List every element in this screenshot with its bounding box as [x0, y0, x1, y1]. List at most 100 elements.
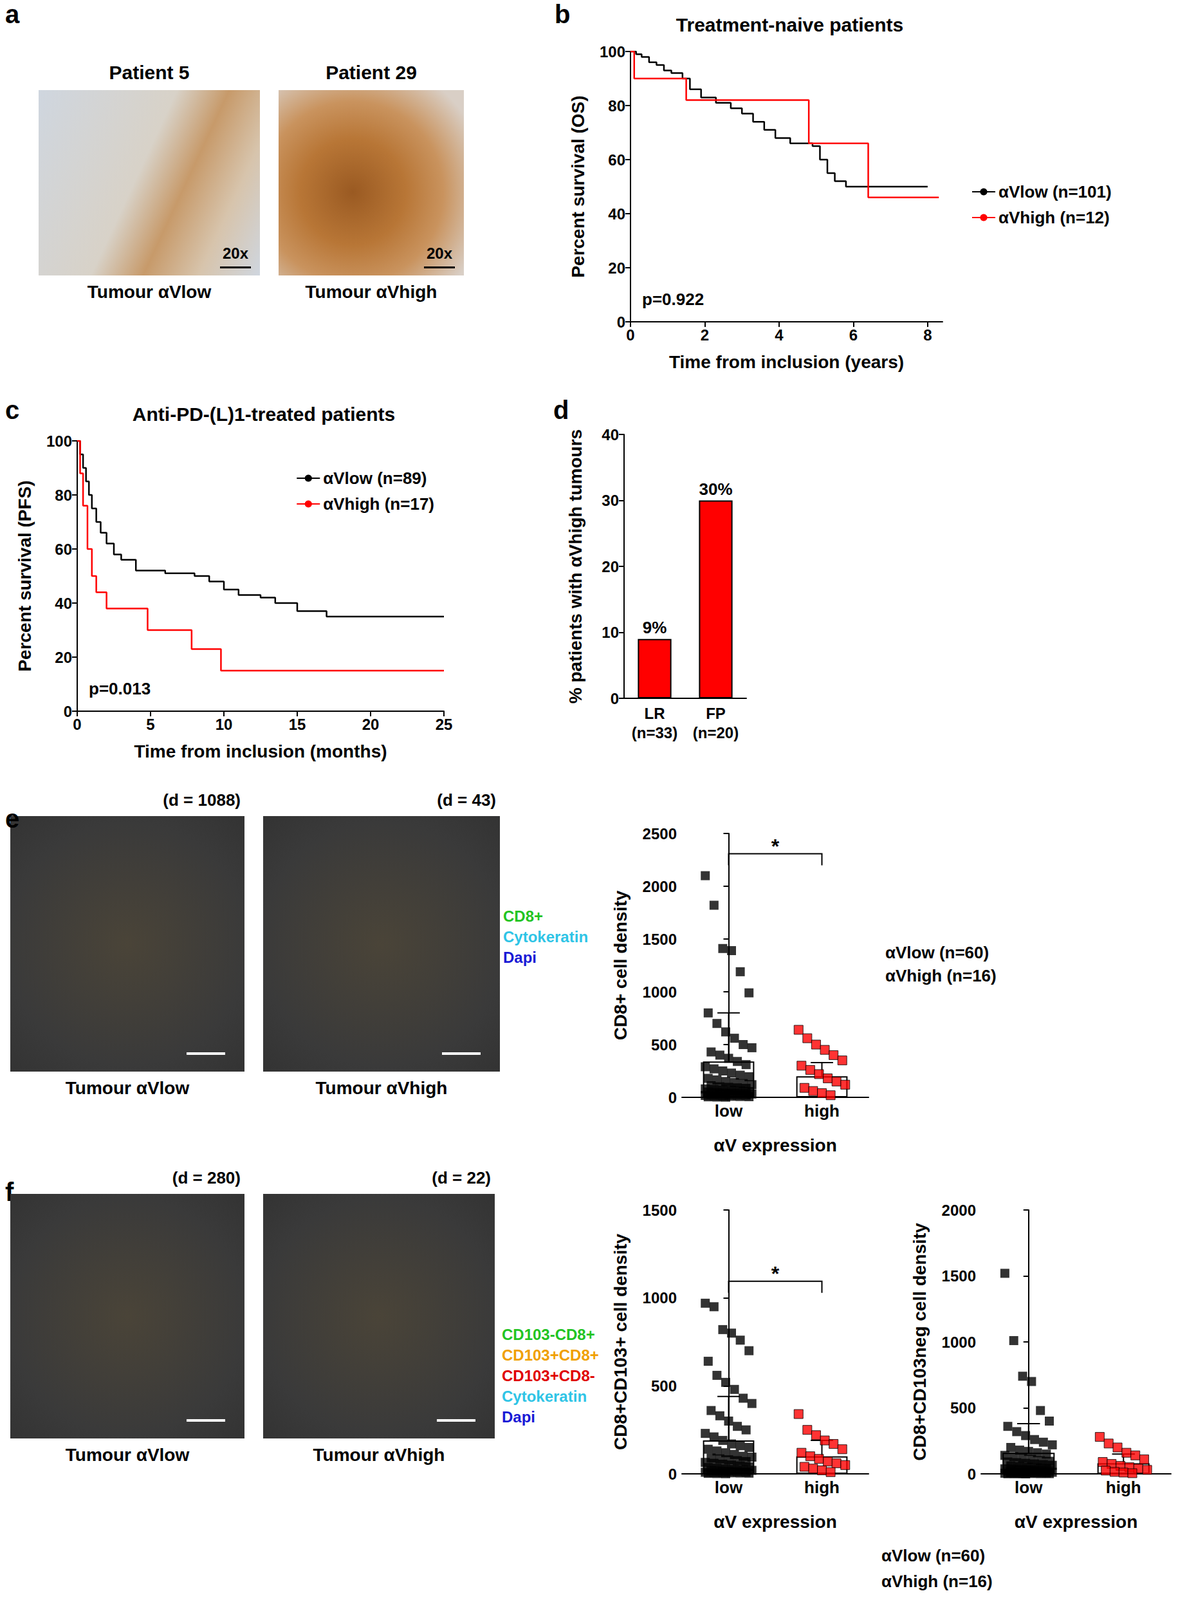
svg-text:20: 20: [601, 557, 619, 576]
svg-text:25: 25: [435, 715, 453, 733]
svg-text:Treatment-naive patients: Treatment-naive patients: [676, 14, 904, 36]
svg-text:500: 500: [950, 1398, 976, 1417]
html-text:Patient 29: Patient 29: [325, 61, 417, 83]
svg-text:2000: 2000: [941, 1201, 976, 1219]
html-text:Tumour αVhigh: Tumour αVhigh: [312, 1444, 445, 1465]
svg-text:5: 5: [146, 715, 155, 733]
html-text:(d = 1088): (d = 1088): [162, 790, 241, 810]
svg-text:*: *: [771, 834, 780, 858]
svg-text:2: 2: [700, 326, 709, 344]
svg-text:0: 0: [668, 1464, 677, 1483]
html-text:(d = 22): (d = 22): [431, 1167, 491, 1187]
svg-text:low: low: [714, 1477, 744, 1497]
svg-text:60: 60: [54, 540, 73, 558]
html-text:Dapi: Dapi: [501, 1407, 536, 1426]
svg-text:2000: 2000: [642, 877, 677, 895]
svg-text:αVlow (n=89): αVlow (n=89): [322, 468, 427, 488]
svg-text:40: 40: [54, 594, 73, 612]
svg-text:80: 80: [607, 97, 626, 115]
svg-text:6: 6: [849, 326, 858, 344]
svg-text:10: 10: [215, 715, 233, 733]
svg-text:0: 0: [72, 715, 82, 733]
svg-text:Percent survival (PFS): Percent survival (PFS): [14, 479, 35, 672]
html-text:αVlow (n=60): αVlow (n=60): [881, 1545, 986, 1565]
svg-text:9%: 9%: [642, 617, 668, 637]
html-text:αVlow (n=60): αVlow (n=60): [885, 942, 989, 962]
svg-text:20: 20: [607, 259, 626, 277]
svg-text:high: high: [1105, 1477, 1142, 1497]
svg-text:Time from inclusion (months): Time from inclusion (months): [133, 741, 387, 762]
svg-text:30: 30: [601, 491, 619, 509]
svg-text:CD8+ cell density: CD8+ cell density: [610, 889, 631, 1040]
svg-text:0: 0: [625, 326, 635, 344]
html-text:Tumour αVlow: Tumour αVlow: [65, 1077, 190, 1098]
svg-text:40: 40: [607, 205, 626, 223]
svg-text:0: 0: [63, 702, 73, 720]
svg-text:15: 15: [288, 715, 307, 733]
html-text:Tumour αVlow: Tumour αVlow: [65, 1444, 190, 1465]
svg-text:p=0.922: p=0.922: [642, 289, 704, 309]
svg-text:Time from inclusion (years): Time from inclusion (years): [669, 351, 904, 372]
html-text:CD103+CD8+: CD103+CD8+: [501, 1345, 599, 1364]
svg-text:αV expression: αV expression: [1014, 1511, 1139, 1532]
svg-text:20: 20: [54, 648, 73, 666]
html-text:20x: 20x: [222, 244, 249, 262]
svg-text:1000: 1000: [941, 1333, 976, 1351]
svg-text:1000: 1000: [642, 983, 677, 1001]
svg-text:*: *: [771, 1261, 780, 1285]
svg-text:αVhigh (n=12): αVhigh (n=12): [998, 207, 1110, 228]
svg-text:4: 4: [774, 326, 784, 344]
svg-text:αVlow (n=101): αVlow (n=101): [998, 182, 1112, 202]
svg-text:10: 10: [601, 623, 619, 641]
svg-text:1500: 1500: [642, 930, 677, 948]
html-text:Patient 5: Patient 5: [109, 61, 190, 83]
html-text:CD103-CD8+: CD103-CD8+: [501, 1325, 595, 1343]
html-text:αVhigh (n=16): αVhigh (n=16): [885, 965, 997, 985]
svg-text:(n=33): (n=33): [631, 723, 678, 742]
svg-text:high: high: [804, 1100, 840, 1121]
html-text:Tumour αVlow: Tumour αVlow: [87, 281, 212, 302]
html-text:(d = 43): (d = 43): [437, 790, 497, 810]
html-text:Cytokeratin: Cytokeratin: [503, 927, 589, 946]
svg-text:8: 8: [923, 326, 932, 344]
svg-text:% patients with αVhigh tumours: % patients with αVhigh tumours: [565, 429, 586, 704]
svg-text:0: 0: [610, 689, 619, 708]
html-text:20x: 20x: [426, 244, 453, 262]
svg-text:αVhigh (n=17): αVhigh (n=17): [322, 494, 435, 514]
svg-text:80: 80: [54, 486, 73, 504]
svg-text:500: 500: [651, 1035, 677, 1054]
html-text:CD8+: CD8+: [503, 907, 543, 925]
svg-text:2500: 2500: [642, 824, 677, 843]
svg-text:500: 500: [651, 1376, 677, 1395]
svg-text:(n=20): (n=20): [692, 723, 739, 742]
html-text:Dapi: Dapi: [503, 948, 537, 966]
svg-text:p=0.013: p=0.013: [88, 678, 151, 699]
svg-text:1500: 1500: [941, 1266, 976, 1285]
html-text:αVhigh (n=16): αVhigh (n=16): [881, 1571, 993, 1591]
svg-text:1000: 1000: [642, 1288, 677, 1307]
svg-text:FP: FP: [705, 704, 726, 722]
svg-text:low: low: [714, 1100, 744, 1121]
html-text:Tumour αVhigh: Tumour αVhigh: [305, 281, 438, 302]
svg-text:0: 0: [668, 1088, 677, 1106]
svg-text:Anti-PD-(L)1-treated patients: Anti-PD-(L)1-treated patients: [132, 403, 396, 425]
svg-text:100: 100: [599, 43, 626, 61]
svg-text:1500: 1500: [642, 1201, 677, 1219]
svg-text:0: 0: [616, 313, 626, 331]
svg-text:100: 100: [46, 432, 73, 450]
svg-text:30%: 30%: [698, 479, 733, 499]
svg-text:0: 0: [967, 1464, 976, 1483]
svg-text:αV expression: αV expression: [713, 1511, 838, 1532]
svg-text:LR: LR: [644, 704, 666, 722]
html-text:(d = 280): (d = 280): [172, 1167, 241, 1187]
svg-text:CD8+CD103neg cell density: CD8+CD103neg cell density: [909, 1222, 930, 1461]
svg-text:20: 20: [362, 715, 380, 733]
svg-text:high: high: [804, 1477, 840, 1497]
svg-text:αV expression: αV expression: [713, 1134, 838, 1155]
svg-text:40: 40: [601, 425, 619, 444]
svg-text:CD8+CD103+ cell density: CD8+CD103+ cell density: [610, 1232, 631, 1450]
svg-text:60: 60: [607, 151, 626, 169]
svg-text:Percent survival (OS): Percent survival (OS): [568, 95, 589, 278]
html-text:Tumour αVhigh: Tumour αVhigh: [315, 1077, 448, 1098]
svg-text:low: low: [1014, 1477, 1043, 1497]
